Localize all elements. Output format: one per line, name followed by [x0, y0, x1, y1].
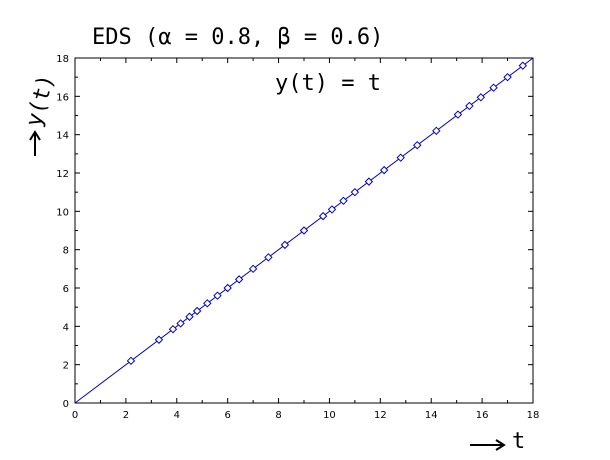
data-point-marker	[396, 153, 405, 162]
x-axis-label: t	[512, 429, 525, 454]
x-tick-label: 18	[527, 410, 540, 421]
x-tick-label: 8	[275, 410, 281, 421]
data-point-marker	[350, 187, 360, 197]
y-tick-label: 16	[56, 92, 69, 103]
data-point-marker	[379, 165, 389, 175]
y-axis-arrow-icon	[29, 130, 41, 156]
data-point-marker	[465, 101, 474, 111]
data-point-marker	[489, 83, 498, 92]
data-point-marker	[413, 141, 422, 150]
data-point-marker	[248, 264, 258, 274]
data-point-marker	[453, 110, 463, 119]
x-tick-label: 10	[323, 410, 336, 421]
x-tick-label: 14	[425, 410, 438, 421]
x-axis: 0 2 4 6 8 10 12 14 16 18	[72, 58, 540, 421]
data-point-marker	[213, 291, 222, 300]
data-point-marker	[503, 72, 512, 82]
y-tick-label: 10	[56, 207, 69, 218]
data-point-marker	[364, 177, 374, 186]
data-point-marker	[518, 61, 528, 70]
x-tick-label: 16	[476, 410, 489, 421]
data-point-marker	[318, 211, 328, 221]
data-point-marker	[327, 205, 337, 214]
data-point-marker	[203, 299, 212, 308]
y-axis-label: y(t)	[22, 72, 60, 130]
data-point-marker	[299, 226, 309, 235]
y-tick-label: 6	[63, 284, 69, 295]
x-tick-label: 2	[123, 410, 129, 421]
data-point-marker	[176, 319, 185, 328]
x-tick-label: 0	[72, 410, 78, 421]
y-tick-label: 14	[56, 131, 69, 142]
series-layer	[74, 57, 534, 404]
data-point-marker	[192, 306, 202, 316]
y-axis: 0 2 4 6 8 10 12 14 16 18	[56, 54, 533, 410]
data-point-marker	[264, 253, 273, 262]
x-tick-label: 6	[224, 410, 230, 421]
y-tick-label: 2	[63, 361, 69, 372]
data-point-marker	[280, 240, 290, 250]
y-tick-label: 18	[56, 54, 69, 65]
y-tick-label: 12	[56, 169, 69, 180]
x-tick-label: 4	[174, 410, 180, 421]
data-point-marker	[234, 275, 244, 284]
curve-annotation: y(t) = t	[275, 71, 381, 96]
data-point-marker	[339, 196, 348, 205]
chart-title: EDS (α = 0.8, β = 0.6)	[92, 25, 383, 50]
data-point-marker	[432, 126, 441, 136]
data-point-marker	[223, 283, 232, 293]
data-point-marker	[154, 335, 164, 344]
data-point-marker	[168, 325, 178, 334]
data-point-marker	[185, 312, 194, 321]
y-tick-label: 8	[63, 246, 69, 257]
data-point-marker	[126, 356, 136, 366]
y-tick-label: 4	[63, 322, 69, 333]
y-tick-label: 0	[63, 399, 69, 410]
data-point-marker	[476, 93, 486, 102]
x-tick-label: 12	[374, 410, 387, 421]
x-axis-arrow-icon	[470, 439, 506, 451]
